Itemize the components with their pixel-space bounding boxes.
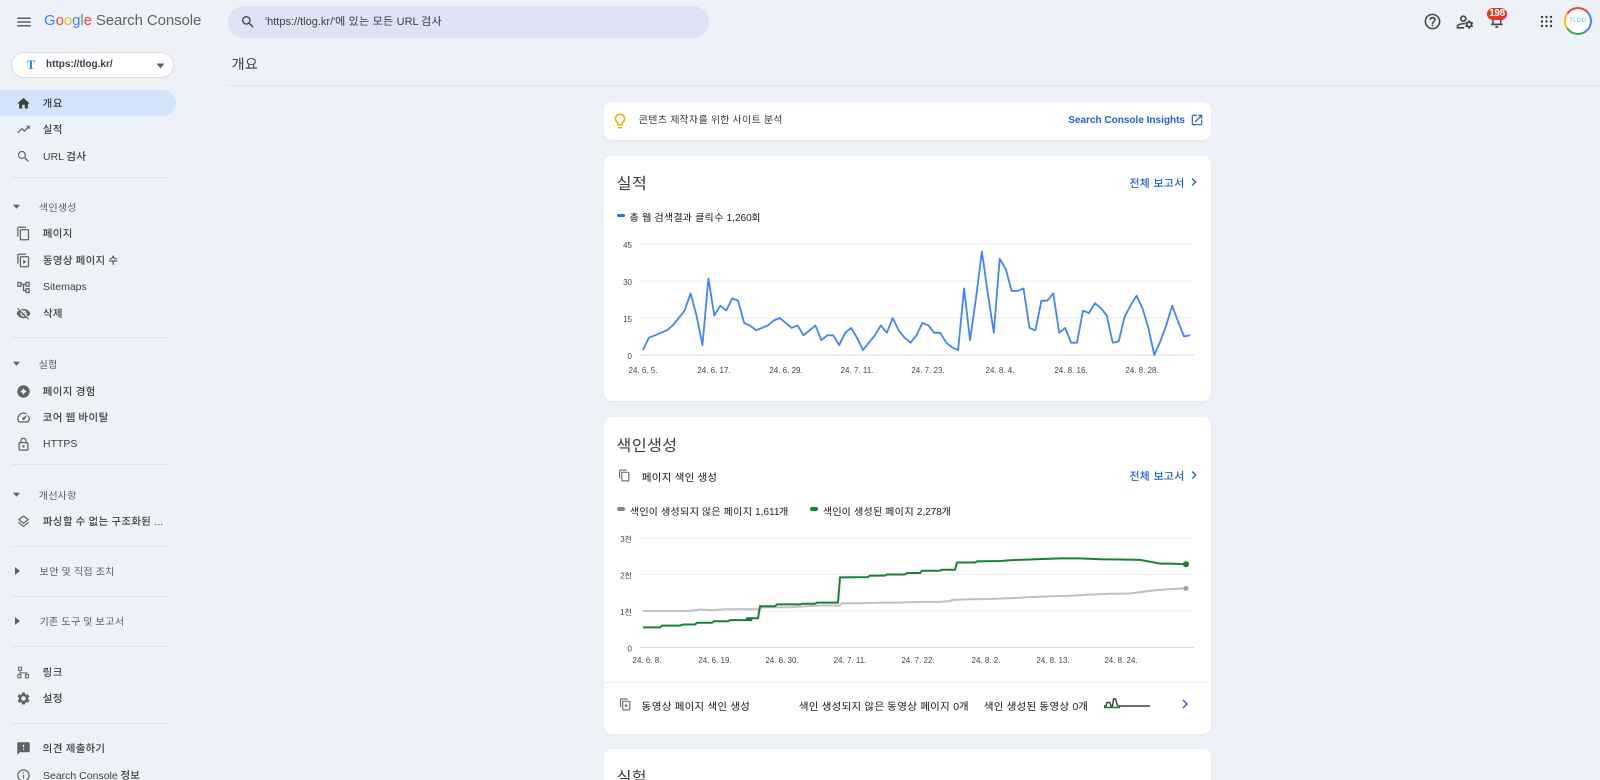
svg-text:24. 8. 13.: 24. 8. 13. (1036, 656, 1069, 665)
svg-text:24. 6. 17.: 24. 6. 17. (697, 366, 730, 375)
svg-text:24. 8. 28.: 24. 8. 28. (1125, 366, 1158, 375)
svg-text:24. 6. 29.: 24. 6. 29. (769, 366, 802, 375)
svg-text:24. 8. 4.: 24. 8. 4. (986, 366, 1015, 375)
svg-text:0: 0 (628, 645, 633, 654)
svg-text:24. 6. 30.: 24. 6. 30. (765, 656, 798, 665)
svg-text:24. 7. 22.: 24. 7. 22. (901, 656, 934, 665)
svg-text:24. 7. 11.: 24. 7. 11. (841, 366, 874, 375)
svg-text:24. 8. 16.: 24. 8. 16. (1054, 366, 1087, 375)
svg-text:24. 7. 11.: 24. 7. 11. (834, 656, 867, 665)
svg-text:24. 7. 23.: 24. 7. 23. (911, 366, 944, 375)
svg-text:24. 6. 19.: 24. 6. 19. (698, 656, 731, 665)
svg-text:24. 6. 8.: 24. 6. 8. (633, 656, 662, 665)
svg-text:3천: 3천 (620, 534, 632, 544)
svg-text:0: 0 (628, 352, 633, 361)
svg-text:30: 30 (623, 278, 632, 287)
svg-text:24. 6. 5.: 24. 6. 5. (629, 366, 658, 375)
svg-text:24. 8. 2.: 24. 8. 2. (972, 656, 1001, 665)
svg-text:2천: 2천 (620, 571, 632, 581)
svg-text:45: 45 (623, 241, 632, 250)
svg-text:1천: 1천 (620, 607, 632, 617)
svg-text:24. 8. 24.: 24. 8. 24. (1104, 656, 1137, 665)
svg-text:15: 15 (623, 315, 632, 324)
